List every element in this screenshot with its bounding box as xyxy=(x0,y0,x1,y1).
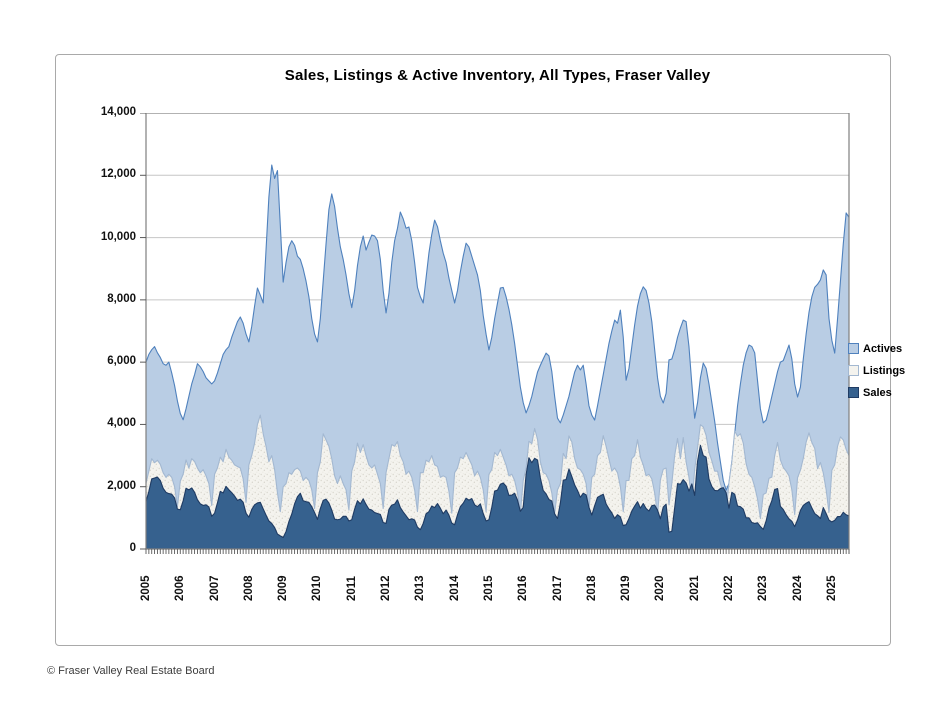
x-axis-label: 2020 xyxy=(654,575,667,601)
sales-swatch-icon xyxy=(848,387,859,398)
chart-frame: Sales, Listings & Active Inventory, All … xyxy=(55,54,905,646)
plot-svg xyxy=(140,113,850,554)
x-axis-label: 2010 xyxy=(311,575,324,601)
x-axis-label: 2012 xyxy=(380,575,393,601)
legend-label-actives: Actives xyxy=(863,342,903,355)
x-axis-label: 2009 xyxy=(277,575,290,601)
x-axis-label: 2008 xyxy=(242,575,255,601)
legend-item-sales: Sales xyxy=(848,386,910,399)
y-axis-label: 2,000 xyxy=(107,479,136,492)
x-axis-label: 2006 xyxy=(174,575,187,601)
x-axis-label: 2025 xyxy=(825,575,838,601)
y-axis-label: 14,000 xyxy=(100,106,136,118)
actives-swatch-icon xyxy=(848,343,859,354)
x-axis-label: 2014 xyxy=(448,575,461,601)
x-axis-label: 2011 xyxy=(345,576,358,601)
listings-swatch-icon xyxy=(848,365,859,376)
x-axis-label: 2018 xyxy=(585,575,598,601)
legend-item-listings: Listings xyxy=(848,364,910,377)
copyright-text: © Fraser Valley Real Estate Board xyxy=(47,665,215,677)
x-axis-label: 2024 xyxy=(791,575,804,601)
chart-title: Sales, Listings & Active Inventory, All … xyxy=(284,67,711,84)
legend-item-actives: Actives xyxy=(848,342,910,355)
legend: Actives Listings Sales xyxy=(848,342,910,408)
x-axis-label: 2019 xyxy=(620,575,633,601)
y-axis-label: 0 xyxy=(129,542,136,554)
legend-label-listings: Listings xyxy=(863,364,906,377)
x-axis-label: 2007 xyxy=(208,575,221,601)
y-axis-label: 4,000 xyxy=(107,417,136,430)
legend-label-sales: Sales xyxy=(863,386,892,399)
x-axis-label: 2022 xyxy=(722,575,735,601)
x-axis-label: 2013 xyxy=(414,575,427,601)
y-axis-label: 10,000 xyxy=(100,230,136,243)
x-axis-label: 2023 xyxy=(757,575,770,601)
x-axis-label: 2021 xyxy=(688,575,701,601)
y-axis-label: 8,000 xyxy=(107,292,136,305)
x-axis-label: 2015 xyxy=(482,575,495,601)
y-axis-label: 6,000 xyxy=(107,355,136,368)
x-axis-label: 2005 xyxy=(140,575,152,601)
x-axis-label: 2016 xyxy=(517,575,530,601)
y-axis-label: 12,000 xyxy=(100,168,136,181)
x-axis-label: 2017 xyxy=(551,575,564,601)
